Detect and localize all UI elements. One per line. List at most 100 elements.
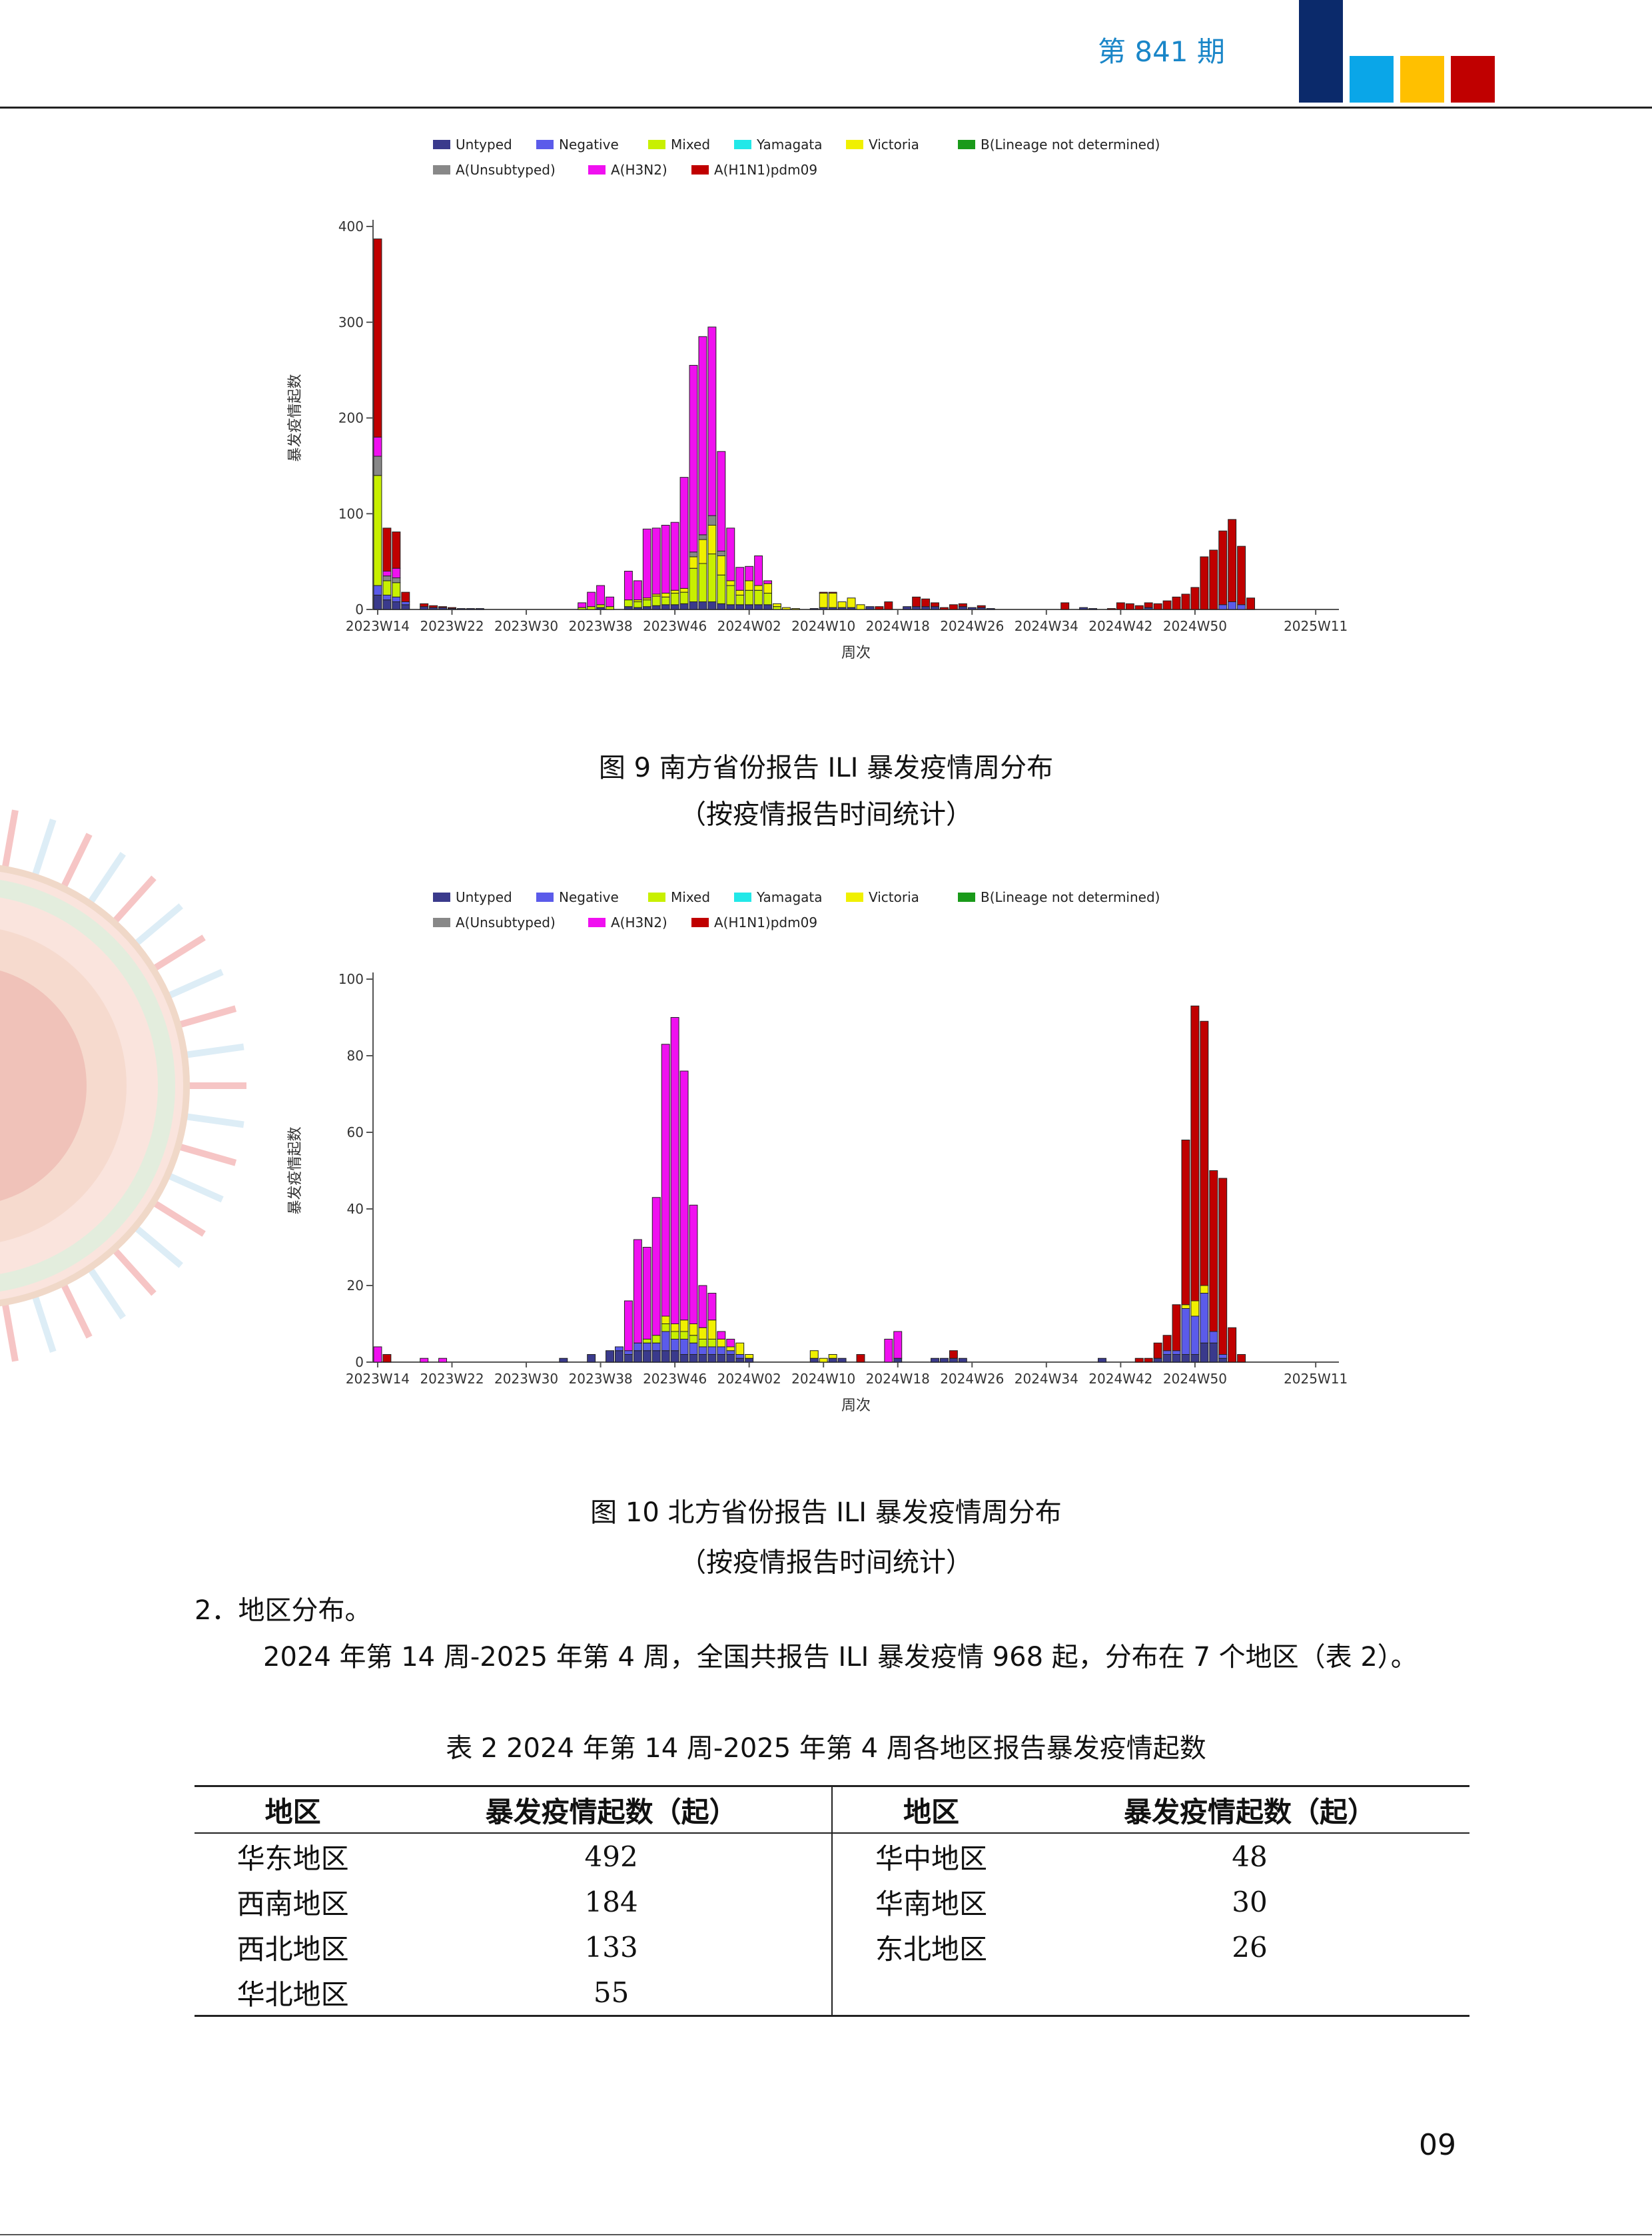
table-cell: 492 — [391, 1833, 833, 1879]
figure9-legend-label: Negative — [559, 137, 619, 153]
figure9-bar-segment — [651, 595, 661, 606]
figure10-bar-segment — [1190, 1315, 1200, 1355]
figure10-bar-segment — [689, 1335, 698, 1343]
figure9-bar-segment — [1125, 603, 1134, 610]
table-cell: 华北地区 — [236, 1978, 349, 2011]
figure9-bar-segment — [623, 571, 633, 601]
figure10-bar-segment — [735, 1342, 745, 1355]
figure10-bar-segment — [717, 1331, 726, 1339]
figure10-bar-segment — [1200, 1342, 1209, 1363]
figure10-bar-segment — [1190, 1354, 1200, 1363]
figure9-bar-segment — [651, 605, 661, 610]
figure9-legend-label: A(Unsubtyped) — [456, 162, 556, 178]
figure10-legend-swatch — [734, 893, 751, 902]
figure9-bar-segment — [382, 599, 392, 610]
figure9-bar-segment — [382, 528, 392, 571]
figure10-bar-segment — [698, 1339, 707, 1347]
figure9-bar-segment — [392, 532, 401, 569]
figure9-legend-label: Victoria — [869, 137, 919, 153]
table-row: 西北地区 133 东北地区 26 — [195, 1924, 1469, 1970]
figure9-legend-label: Untyped — [456, 137, 512, 153]
figure9-bar-segment — [717, 556, 726, 575]
table-cell — [832, 1970, 1030, 2016]
virus-spike — [145, 934, 206, 976]
figure10-x-tick-label: 2023W38 — [569, 1371, 633, 1387]
figure10-bar-segment — [1153, 1357, 1162, 1363]
figure9-bar-segment — [587, 606, 596, 610]
virus-spike — [83, 852, 127, 911]
page-number: 09 — [1419, 2128, 1456, 2162]
figure10-bar-segment — [651, 1335, 661, 1343]
figure10-bar-segment — [670, 1350, 679, 1363]
figure10-bar-segment — [828, 1357, 837, 1363]
figure10-bar-segment — [559, 1357, 568, 1363]
figure9-bar-segment — [735, 567, 745, 591]
figure9-bar-segment — [373, 585, 382, 595]
figure9-bar-segment — [1237, 604, 1246, 610]
figure9-bar-segment — [754, 589, 763, 605]
table-header-cell: 地区 — [195, 1786, 392, 1834]
figure10-bar-segment — [1218, 1357, 1228, 1363]
figure10-x-tick-label: 2023W30 — [494, 1371, 558, 1387]
figure9-bar-segment — [1246, 597, 1256, 610]
figure9-bar-segment — [773, 603, 781, 607]
figure10-legend-swatch — [958, 893, 975, 902]
figure9-bar-segment — [763, 583, 773, 594]
figure9-y-tick-label: 200 — [338, 410, 364, 426]
figure10-x-tick-label: 2024W42 — [1088, 1371, 1152, 1387]
figure9-svg: Untyped Negative Mixed Yamagata Victoria B(Li… — [287, 137, 1348, 661]
figure10-legend-swatch — [433, 918, 450, 927]
figure10-bar-segment — [651, 1342, 661, 1351]
figure9-bar-segment — [912, 606, 921, 610]
figure10-legend-label: A(Unsubtyped) — [456, 915, 556, 931]
figure9-legend-label: Mixed — [671, 137, 710, 153]
figure9-bar-segment — [726, 604, 735, 610]
figure9-bar-segment — [977, 605, 986, 608]
figure10-legend-label: B(Lineage not determined) — [981, 889, 1160, 905]
figure10-bar-segment — [1228, 1327, 1237, 1363]
figure9-bar-segment — [382, 571, 392, 577]
figure9-x-tick-label: 2024W10 — [791, 618, 855, 634]
figure10-bar-segment — [698, 1285, 707, 1328]
table-cell: 133 — [391, 1924, 833, 1970]
figure9-bar-segment — [373, 456, 382, 476]
figure9-bar-segment — [745, 565, 754, 581]
figure10-legend-swatch — [691, 918, 709, 927]
figure10-bar-segment — [735, 1357, 745, 1363]
figure10-bar-segment — [670, 1323, 679, 1332]
table-cell: 东北地区 — [875, 1932, 987, 1966]
figure10-x-tick-label: 2023W14 — [346, 1371, 410, 1387]
figure10-y-tick-label: 100 — [338, 971, 364, 987]
figure9-bar-segment — [949, 604, 958, 610]
figure9-bar-segment — [679, 603, 689, 610]
virus-spike — [57, 1276, 93, 1339]
figure10-bar-segment — [689, 1204, 698, 1324]
figure10-bar-segment — [651, 1197, 661, 1336]
figure10-bar-segment — [707, 1293, 717, 1321]
figure9-bar-segment — [939, 607, 949, 610]
figure10-bar-segment — [1200, 1293, 1209, 1343]
figure9-bar-segment — [754, 556, 763, 586]
figure9-bar-segment — [1153, 603, 1162, 610]
figure10-bar-segment — [623, 1354, 633, 1363]
figure9-bar-segment — [819, 593, 828, 608]
figure9-bar-segment — [689, 552, 698, 558]
virus-spike — [29, 1287, 57, 1353]
figure9-bar-segment — [373, 238, 382, 438]
figure10-legend-label: Yamagata — [756, 889, 823, 905]
figure9-bar-segment — [401, 604, 410, 610]
figure10-bar-segment — [670, 1339, 679, 1351]
figure10-bar-segment — [438, 1357, 448, 1363]
figure10-bar-segment — [1172, 1350, 1181, 1355]
figure10-bar-segment — [1153, 1342, 1162, 1359]
figure9-bar-segment — [856, 604, 865, 610]
figure10-bar-segment — [726, 1346, 735, 1351]
figure9-bar-segment — [606, 606, 614, 610]
figure10-bar-segment — [661, 1323, 670, 1332]
figure9-bar-segment — [373, 594, 382, 610]
figure10-legend-label: Untyped — [456, 889, 512, 905]
figure9-bar-segment — [698, 534, 707, 540]
virus-spike — [29, 819, 57, 885]
figure10-bar-segment — [837, 1357, 847, 1363]
figure10-bar-segment — [1209, 1170, 1218, 1332]
